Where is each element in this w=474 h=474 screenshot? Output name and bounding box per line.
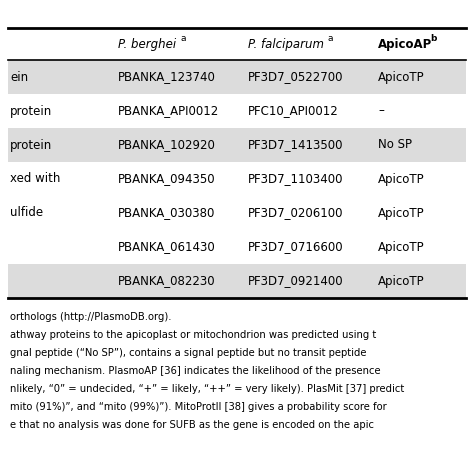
Text: PF3D7_0206100: PF3D7_0206100 bbox=[248, 207, 344, 219]
Text: P. falciparum: P. falciparum bbox=[248, 37, 324, 51]
Bar bbox=[8, 162, 466, 196]
Text: ApicoTP: ApicoTP bbox=[378, 71, 425, 83]
Text: PBANKA_102920: PBANKA_102920 bbox=[118, 138, 216, 152]
Text: xed with: xed with bbox=[10, 173, 60, 185]
Text: ulfide: ulfide bbox=[10, 207, 43, 219]
Text: a: a bbox=[181, 34, 186, 43]
Text: PBANKA_030380: PBANKA_030380 bbox=[118, 207, 215, 219]
Text: protein: protein bbox=[10, 138, 52, 152]
Text: protein: protein bbox=[10, 104, 52, 118]
Text: orthologs (http://PlasmoDB.org).: orthologs (http://PlasmoDB.org). bbox=[10, 312, 172, 322]
Text: ApicoTP: ApicoTP bbox=[378, 207, 425, 219]
Text: PBANKA_082230: PBANKA_082230 bbox=[118, 274, 216, 288]
Bar bbox=[8, 230, 466, 264]
Text: PFC10_API0012: PFC10_API0012 bbox=[248, 104, 339, 118]
Text: ein: ein bbox=[10, 71, 28, 83]
Bar bbox=[8, 264, 466, 298]
Bar bbox=[8, 196, 466, 230]
Text: PBANKA_094350: PBANKA_094350 bbox=[118, 173, 216, 185]
Bar bbox=[8, 94, 466, 128]
Text: ApicoTP: ApicoTP bbox=[378, 173, 425, 185]
Text: No SP: No SP bbox=[378, 138, 412, 152]
Text: PBANKA_061430: PBANKA_061430 bbox=[118, 240, 216, 254]
Text: e that no analysis was done for SUFB as the gene is encoded on the apic: e that no analysis was done for SUFB as … bbox=[10, 420, 374, 430]
Bar bbox=[8, 28, 466, 60]
Text: ApicoAP: ApicoAP bbox=[378, 37, 432, 51]
Text: ApicoTP: ApicoTP bbox=[378, 274, 425, 288]
Text: PF3D7_0921400: PF3D7_0921400 bbox=[248, 274, 344, 288]
Text: ApicoTP: ApicoTP bbox=[378, 240, 425, 254]
Text: PBANKA_API0012: PBANKA_API0012 bbox=[118, 104, 219, 118]
Text: PF3D7_0716600: PF3D7_0716600 bbox=[248, 240, 344, 254]
Text: a: a bbox=[328, 34, 334, 43]
Text: mito (91%)”, and “mito (99%)”). MitoProtII [38] gives a probability score for: mito (91%)”, and “mito (99%)”). MitoProt… bbox=[10, 402, 387, 412]
Text: PF3D7_1103400: PF3D7_1103400 bbox=[248, 173, 344, 185]
Text: b: b bbox=[430, 34, 437, 43]
Text: PBANKA_123740: PBANKA_123740 bbox=[118, 71, 216, 83]
Text: nlikely, “0” = undecided, “+” = likely, “++” = very likely). PlasMit [37] predic: nlikely, “0” = undecided, “+” = likely, … bbox=[10, 384, 404, 394]
Text: P. berghei: P. berghei bbox=[118, 37, 176, 51]
Bar bbox=[8, 128, 466, 162]
Bar bbox=[8, 60, 466, 94]
Text: gnal peptide (“No SP”), contains a signal peptide but no transit peptide: gnal peptide (“No SP”), contains a signa… bbox=[10, 348, 366, 358]
Text: –: – bbox=[378, 104, 384, 118]
Text: naling mechanism. PlasmoAP [36] indicates the likelihood of the presence: naling mechanism. PlasmoAP [36] indicate… bbox=[10, 366, 381, 376]
Text: PF3D7_0522700: PF3D7_0522700 bbox=[248, 71, 344, 83]
Text: PF3D7_1413500: PF3D7_1413500 bbox=[248, 138, 344, 152]
Text: athway proteins to the apicoplast or mitochondrion was predicted using t: athway proteins to the apicoplast or mit… bbox=[10, 330, 376, 340]
